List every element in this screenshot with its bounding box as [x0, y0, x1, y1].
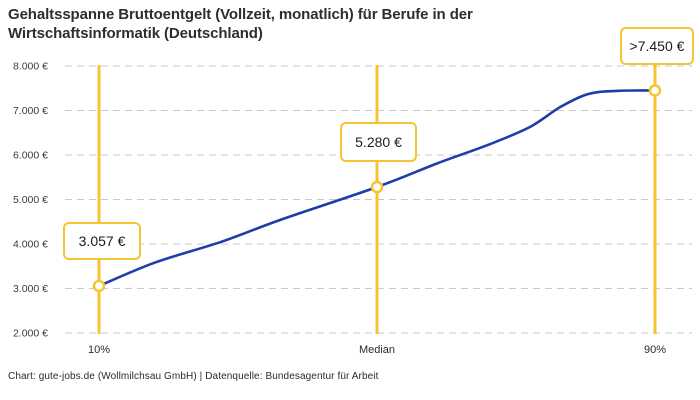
y-tick-label: 3.000 € [13, 283, 48, 295]
y-tick-label: 8.000 € [13, 61, 48, 73]
chart-title-line1: Gehaltsspanne Bruttoentgelt (Vollzeit, m… [8, 6, 473, 23]
value-label-90th-text: >7.450 € [629, 38, 685, 54]
y-tick-label: 4.000 € [13, 239, 48, 251]
value-label-median: 5.280 € [340, 122, 417, 162]
value-label-median-text: 5.280 € [355, 134, 402, 150]
source-credit: Chart: gute-jobs.de (Wollmilchsau GmbH) … [8, 371, 379, 382]
y-tick-label: 7.000 € [13, 105, 48, 117]
data-point-marker [648, 84, 662, 97]
data-point-marker [92, 279, 106, 293]
data-point-marker [370, 180, 384, 194]
x-tick-label: 10% [88, 344, 110, 356]
salary-curve [97, 89, 657, 288]
value-label-90th-percentile: >7.450 € [620, 27, 694, 65]
y-tick-label: 6.000 € [13, 150, 48, 162]
x-tick-label: Median [359, 344, 395, 356]
x-tick-label: 90% [644, 344, 666, 356]
value-label-10th-percentile: 3.057 € [63, 222, 141, 260]
chart-title-line2: Wirtschaftsinformatik (Deutschland) [8, 25, 263, 42]
y-tick-label: 5.000 € [13, 194, 48, 206]
value-label-10th-text: 3.057 € [78, 233, 126, 249]
y-tick-label: 2.000 € [13, 328, 48, 340]
chart-title: Gehaltsspanne Bruttoentgelt (Vollzeit, m… [8, 5, 568, 43]
